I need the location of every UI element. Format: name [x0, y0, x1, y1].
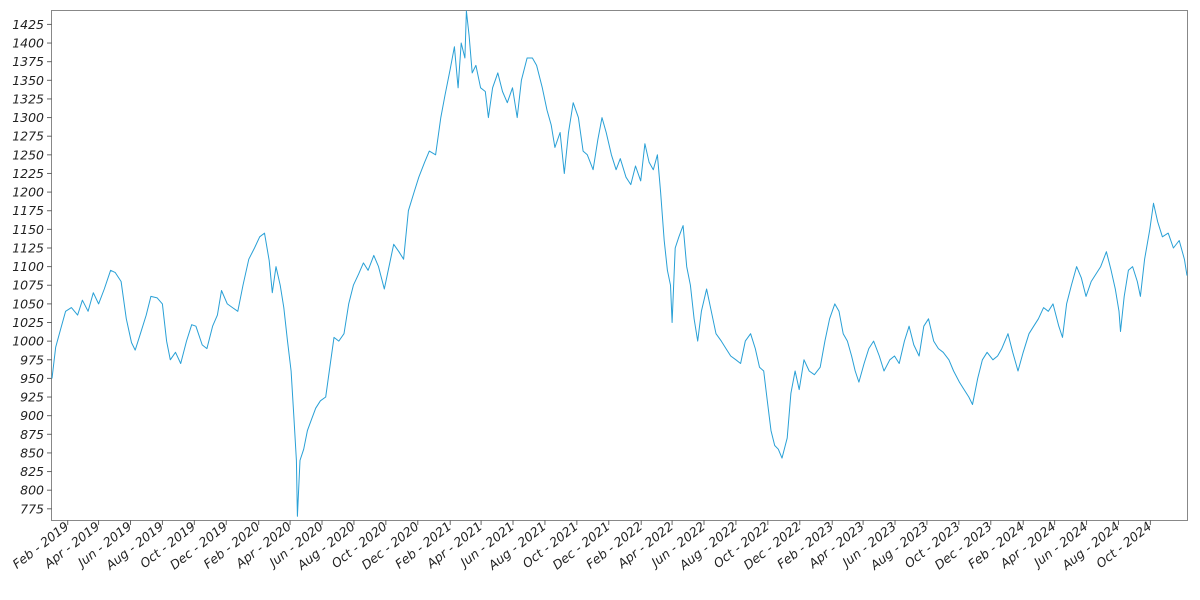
y-tick-label: 1125 — [12, 240, 44, 255]
y-tick-label: 1350 — [12, 73, 44, 88]
y-tick-label: 875 — [20, 427, 44, 442]
y-tick-label: 1175 — [12, 203, 44, 218]
y-tick-label: 1150 — [12, 222, 44, 237]
y-tick-label: 1250 — [12, 147, 44, 162]
y-tick-label: 1325 — [12, 91, 44, 106]
y-tick-label: 1400 — [12, 36, 44, 51]
y-tick-label: 1225 — [12, 166, 44, 181]
y-tick-label: 950 — [20, 371, 44, 386]
y-tick-label: 1025 — [12, 315, 44, 330]
y-tick-label: 1425 — [12, 17, 44, 32]
series-layer — [51, 10, 1188, 517]
y-axis: 775 800 825 850 875 900 925 950 975 1000 1025 1050 1… — [12, 17, 52, 516]
y-tick-label: 775 — [20, 501, 44, 516]
y-tick-label: 1375 — [12, 54, 44, 69]
plot-area-frame — [51, 10, 1188, 521]
y-tick-label: 825 — [20, 464, 44, 479]
y-tick-label: 975 — [20, 352, 44, 367]
y-tick-label: 1075 — [12, 278, 44, 293]
y-tick-label: 1275 — [12, 129, 44, 144]
y-tick-label: 1100 — [12, 259, 44, 274]
y-tick-label: 850 — [20, 445, 44, 460]
y-tick-label: 900 — [20, 408, 44, 423]
y-tick-label: 1050 — [12, 296, 44, 311]
y-tick-label: 1200 — [12, 185, 44, 200]
y-tick-label: 1000 — [12, 334, 44, 349]
y-tick-label: 800 — [20, 483, 44, 498]
y-tick-label: 1300 — [12, 110, 44, 125]
series-line — [51, 10, 1188, 517]
y-tick-label: 925 — [20, 390, 44, 405]
